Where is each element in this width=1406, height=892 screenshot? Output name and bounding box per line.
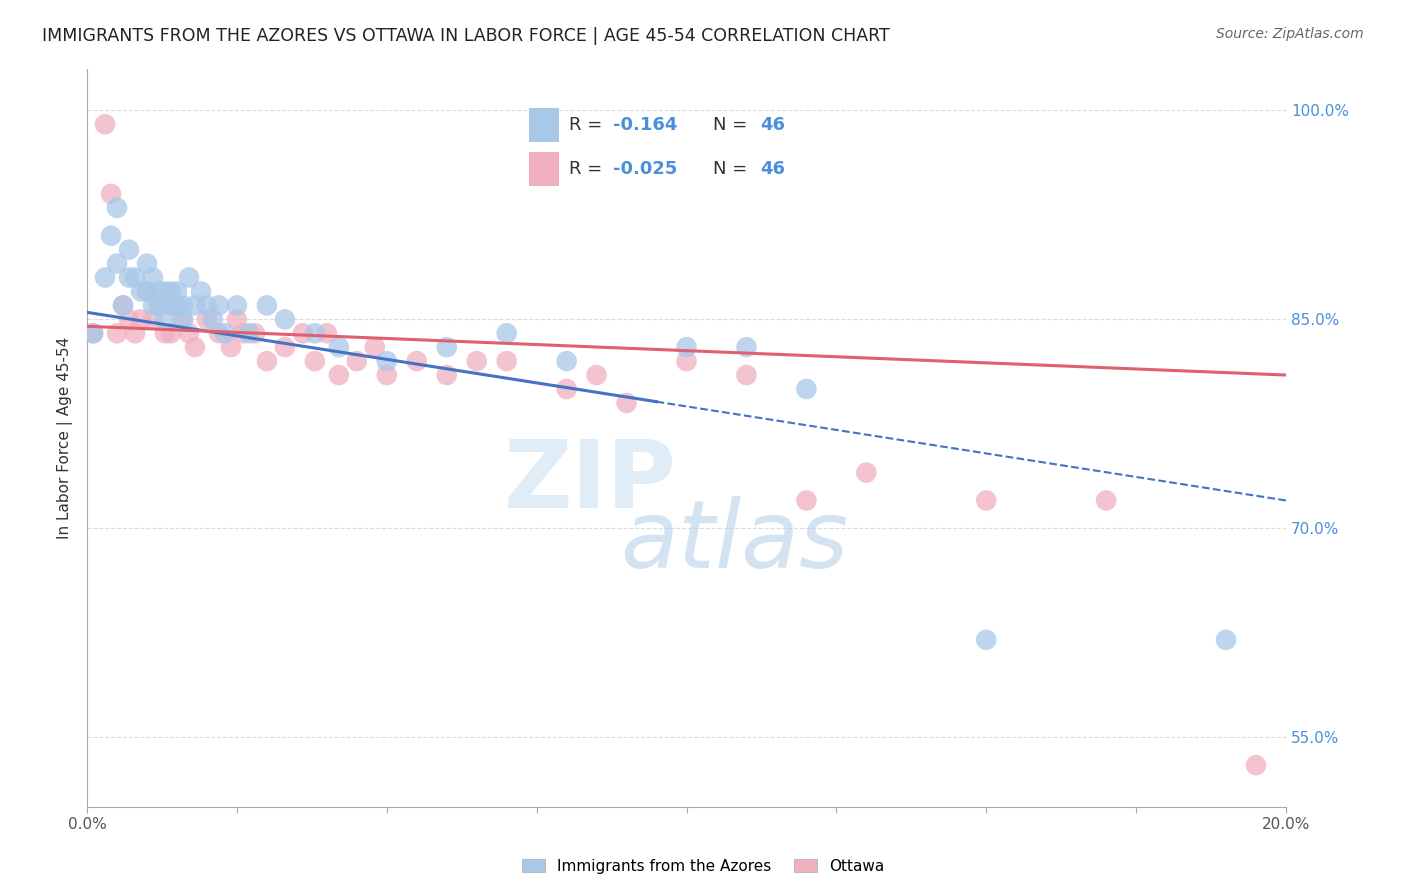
Point (184, 340, 207, 354)
Point (555, 354, 578, 368)
Point (105, 326, 128, 341)
Point (148, 285, 170, 299)
Point (555, 382, 578, 396)
Point (1244, 758, 1267, 772)
Y-axis label: In Labor Force | Age 45-54: In Labor Force | Age 45-54 (58, 336, 73, 539)
Point (166, 285, 188, 299)
Point (177, 270, 200, 285)
Point (238, 326, 260, 341)
Point (796, 382, 818, 396)
Point (129, 312, 152, 326)
Point (94, 117, 117, 131)
Point (304, 354, 326, 368)
Point (112, 298, 135, 312)
Point (166, 298, 188, 312)
Text: Source: ZipAtlas.com: Source: ZipAtlas.com (1216, 27, 1364, 41)
Point (124, 270, 146, 285)
Point (375, 368, 398, 382)
Point (735, 368, 758, 382)
Point (124, 326, 146, 341)
Point (855, 466, 877, 480)
Point (136, 285, 159, 299)
Point (148, 298, 170, 312)
Point (166, 298, 188, 312)
Point (328, 340, 350, 354)
Point (201, 312, 224, 326)
Point (256, 354, 278, 368)
Point (219, 340, 242, 354)
Point (160, 326, 183, 341)
Point (208, 298, 231, 312)
Point (112, 298, 135, 312)
Point (118, 243, 141, 257)
Text: atlas: atlas (620, 496, 849, 587)
Point (190, 285, 212, 299)
Text: IMMIGRANTS FROM THE AZORES VS OTTAWA IN LABOR FORCE | AGE 45-54 CORRELATION CHAR: IMMIGRANTS FROM THE AZORES VS OTTAWA IN … (42, 27, 890, 45)
Point (184, 298, 207, 312)
Point (172, 298, 194, 312)
Point (735, 340, 758, 354)
Point (153, 312, 176, 326)
Point (105, 201, 128, 215)
Point (136, 256, 159, 270)
Point (328, 368, 350, 382)
Point (974, 632, 997, 647)
Point (495, 354, 517, 368)
Point (153, 285, 176, 299)
Point (436, 340, 458, 354)
Point (675, 340, 697, 354)
Point (796, 493, 818, 508)
Point (82, 326, 104, 341)
Point (100, 186, 122, 201)
Point (226, 312, 249, 326)
Point (226, 298, 249, 312)
Point (256, 298, 278, 312)
Point (616, 396, 638, 410)
Point (172, 312, 194, 326)
Point (142, 270, 165, 285)
Point (1095, 493, 1118, 508)
Point (214, 326, 236, 341)
Point (232, 326, 254, 341)
Text: ZIP: ZIP (505, 436, 678, 528)
Point (291, 326, 314, 341)
Point (208, 326, 231, 341)
Point (118, 270, 141, 285)
Point (675, 354, 697, 368)
Point (974, 493, 997, 508)
Point (160, 285, 183, 299)
Point (436, 368, 458, 382)
Point (100, 228, 122, 243)
Point (346, 354, 368, 368)
Point (375, 354, 398, 368)
Point (142, 298, 165, 312)
Point (405, 354, 427, 368)
Point (82, 326, 104, 341)
Legend: Immigrants from the Azores, Ottawa: Immigrants from the Azores, Ottawa (516, 853, 890, 880)
Point (243, 326, 266, 341)
Point (195, 298, 218, 312)
Point (585, 368, 607, 382)
Point (142, 312, 165, 326)
Point (304, 326, 326, 341)
Point (315, 326, 337, 341)
Point (153, 326, 176, 341)
Point (105, 256, 128, 270)
Point (118, 312, 141, 326)
Point (172, 312, 194, 326)
Point (495, 326, 517, 341)
Point (274, 340, 297, 354)
Point (177, 326, 200, 341)
Point (148, 298, 170, 312)
Point (1215, 632, 1237, 647)
Point (465, 354, 488, 368)
Point (160, 298, 183, 312)
Point (195, 312, 218, 326)
Point (94, 270, 117, 285)
Point (364, 340, 387, 354)
Point (274, 312, 297, 326)
Point (136, 285, 159, 299)
Point (129, 285, 152, 299)
